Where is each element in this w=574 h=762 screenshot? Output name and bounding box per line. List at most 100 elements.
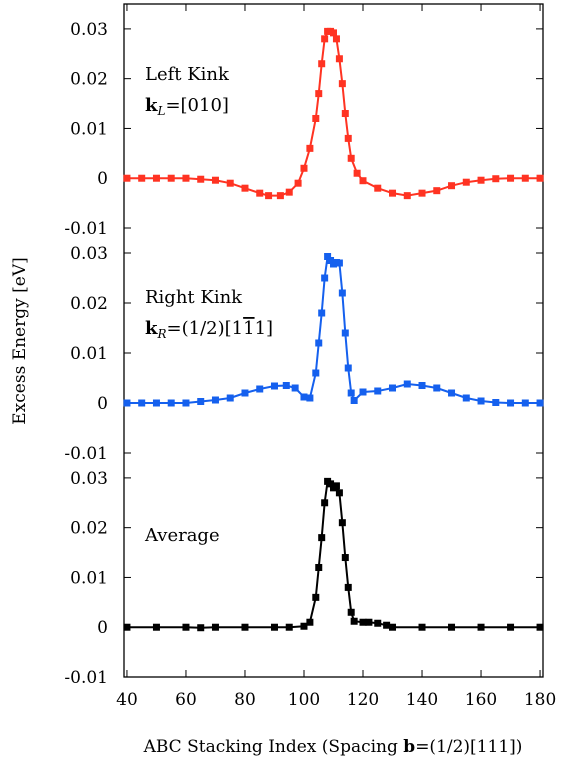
data-point-2-31 <box>477 623 485 631</box>
data-point-1-15 <box>312 369 320 377</box>
x-tick-label-140: 140 <box>406 690 438 710</box>
data-point-0-27 <box>344 134 352 142</box>
data-point-0-23 <box>332 35 340 43</box>
data-point-1-13 <box>300 393 308 401</box>
average-title: Average <box>144 525 220 546</box>
right-kink-vector-k: k <box>145 318 158 339</box>
x-tick-label-40: 40 <box>116 690 138 710</box>
data-point-0-4 <box>182 174 190 182</box>
data-point-1-11 <box>282 382 290 389</box>
data-point-2-4 <box>211 623 219 631</box>
data-point-1-30 <box>374 387 382 395</box>
data-point-0-0 <box>123 174 131 182</box>
data-point-1-9 <box>256 385 264 393</box>
y-tick-label-p2-2: 0.01 <box>70 568 108 588</box>
data-point-1-38 <box>492 399 500 406</box>
x-tick-label-180: 180 <box>524 690 556 710</box>
x-axis-title-bold: b <box>403 737 415 757</box>
y-tick-label-p0-2: 0.01 <box>70 119 108 139</box>
data-point-0-30 <box>359 177 367 185</box>
data-point-2-8 <box>300 622 308 630</box>
data-point-2-3 <box>197 624 205 632</box>
data-point-2-12 <box>318 534 326 542</box>
data-point-2-27 <box>383 621 391 629</box>
data-point-1-17 <box>318 309 326 317</box>
data-point-0-18 <box>318 60 326 68</box>
data-point-1-14 <box>306 394 314 402</box>
data-point-1-4 <box>182 399 190 407</box>
data-point-2-6 <box>270 623 278 631</box>
data-point-0-7 <box>226 179 234 187</box>
data-point-0-41 <box>521 174 529 182</box>
data-point-2-22 <box>347 608 355 616</box>
right-kink-vector-sub: R <box>156 327 166 341</box>
left-kink-vector-k: k <box>145 95 158 116</box>
data-point-1-40 <box>521 399 529 407</box>
data-point-1-39 <box>507 399 515 407</box>
data-point-2-25 <box>365 618 373 626</box>
data-point-0-14 <box>300 164 308 172</box>
y-tick-label-p2-0: -0.01 <box>64 668 108 688</box>
data-point-1-16 <box>315 339 323 347</box>
data-point-0-16 <box>312 114 320 122</box>
data-point-2-5 <box>241 623 249 631</box>
series-line-2 <box>126 479 541 629</box>
data-point-2-1 <box>152 623 160 631</box>
data-point-0-37 <box>462 178 470 186</box>
data-point-1-24 <box>338 289 346 297</box>
data-point-0-15 <box>306 144 314 152</box>
data-point-2-29 <box>418 623 426 631</box>
data-point-1-41 <box>536 399 544 407</box>
data-point-1-33 <box>418 382 426 389</box>
data-point-0-42 <box>536 174 544 182</box>
data-point-1-29 <box>359 388 367 396</box>
data-point-1-23 <box>335 259 343 267</box>
panel-label-right-kink: Right Kink kR=(1/2)[111] <box>145 287 273 341</box>
data-point-2-26 <box>374 619 382 627</box>
left-kink-vector-rest: =[010] <box>165 95 228 116</box>
y-tick-label-p0-0: -0.01 <box>64 219 108 239</box>
data-point-0-26 <box>341 110 349 118</box>
right-kink-vector-bar: 1 <box>243 318 254 339</box>
data-point-1-2 <box>152 399 160 407</box>
right-kink-title: Right Kink <box>145 287 243 308</box>
right-kink-vector: kR=(1/2)[111] <box>145 318 273 341</box>
left-kink-vector-sub: L <box>156 104 165 118</box>
data-point-1-25 <box>341 329 349 337</box>
series-markers-1 <box>123 253 544 407</box>
data-point-2-10 <box>312 593 320 601</box>
y-tick-label-p0-4: 0.03 <box>70 20 108 40</box>
data-point-2-33 <box>536 623 544 631</box>
data-point-0-10 <box>265 192 273 200</box>
series-layer <box>123 27 544 632</box>
x-axis-title-suffix: =(1/2)[111]) <box>415 737 522 757</box>
data-point-1-19 <box>324 253 332 260</box>
data-point-0-32 <box>389 189 397 197</box>
data-point-0-33 <box>403 192 411 200</box>
data-point-0-36 <box>448 182 456 190</box>
data-point-2-11 <box>315 563 323 571</box>
data-point-0-31 <box>374 184 382 192</box>
y-tick-label-p2-4: 0.03 <box>70 469 108 489</box>
data-point-0-1 <box>138 174 146 182</box>
panel-label-left-kink: Left Kink kL=[010] <box>145 64 230 118</box>
data-point-1-36 <box>462 394 470 402</box>
y-tick-label-p1-2: 0.01 <box>70 344 108 364</box>
data-point-1-8 <box>241 389 249 397</box>
data-point-1-10 <box>270 382 278 390</box>
data-point-1-18 <box>321 274 329 282</box>
data-point-0-35 <box>433 187 441 195</box>
data-point-2-13 <box>321 499 329 507</box>
series-markers-2 <box>123 477 544 632</box>
axis-ticks: 40 60 80 100 120 140 160 180-0.0100.010.020.03-… <box>64 4 556 710</box>
series-markers-0 <box>123 27 544 200</box>
data-point-0-2 <box>152 174 160 182</box>
data-point-1-32 <box>403 380 411 388</box>
y-tick-label-p0-1: 0 <box>97 169 108 189</box>
x-axis-title-prefix: ABC Stacking Index (Spacing <box>143 737 404 757</box>
y-axis-title: Excess Energy [eV] <box>10 257 30 424</box>
data-point-2-30 <box>448 623 456 631</box>
data-point-0-40 <box>507 174 515 182</box>
data-point-2-23 <box>350 617 358 625</box>
